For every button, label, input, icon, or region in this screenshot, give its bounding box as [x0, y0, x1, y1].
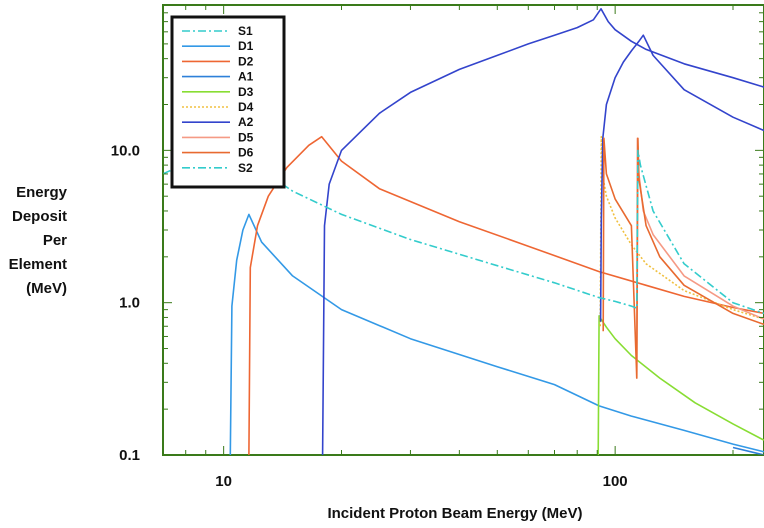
y-axis-title-line: Per — [43, 232, 67, 249]
legend-box — [170, 15, 286, 189]
legend-label-s1: S1 — [238, 24, 253, 38]
y-tick-label: 0.1 — [119, 447, 140, 464]
x-tick-label: 100 — [603, 473, 628, 490]
legend-label-d1: D1 — [238, 39, 254, 53]
y-axis-title-line: (MeV) — [26, 280, 67, 297]
legend-label-a1: A1 — [238, 70, 254, 84]
series-line-d3 — [597, 314, 764, 455]
y-tick-label: 1.0 — [119, 295, 140, 312]
x-axis: 10 100 — [162, 5, 734, 490]
x-axis-title: Incident Proton Beam Energy (MeV) — [327, 505, 582, 522]
series-line-a2-branch — [599, 34, 764, 322]
legend-label-s2: S2 — [238, 161, 253, 175]
series-line-d5 — [635, 137, 764, 379]
series-line-d6 — [602, 137, 764, 379]
legend-label-d5: D5 — [238, 130, 254, 144]
legend-label-d3: D3 — [238, 85, 254, 99]
x-tick-label: 10 — [215, 473, 232, 490]
series-line-d1 — [229, 213, 764, 455]
y-axis: 10.0 1.0 0.1 — [111, 4, 764, 464]
y-tick-label: 10.0 — [111, 142, 140, 159]
y-axis-title-line: Energy — [16, 184, 68, 201]
series-line-a1 — [732, 446, 764, 455]
legend-label-d4: D4 — [238, 100, 254, 114]
legend-label-a2: A2 — [238, 115, 254, 129]
series-line-d2 — [248, 135, 764, 455]
series-layer — [163, 8, 764, 455]
y-axis-title-line: Element — [9, 256, 67, 273]
y-axis-title: Energy Deposit Per Element (MeV) — [9, 184, 68, 297]
series-line-a2 — [321, 8, 764, 455]
legend-label-d6: D6 — [238, 146, 254, 160]
series-line-d4 — [599, 135, 764, 327]
y-axis-title-line: Deposit — [12, 208, 67, 225]
series-line-s2 — [229, 145, 764, 315]
legend-label-d2: D2 — [238, 54, 254, 68]
